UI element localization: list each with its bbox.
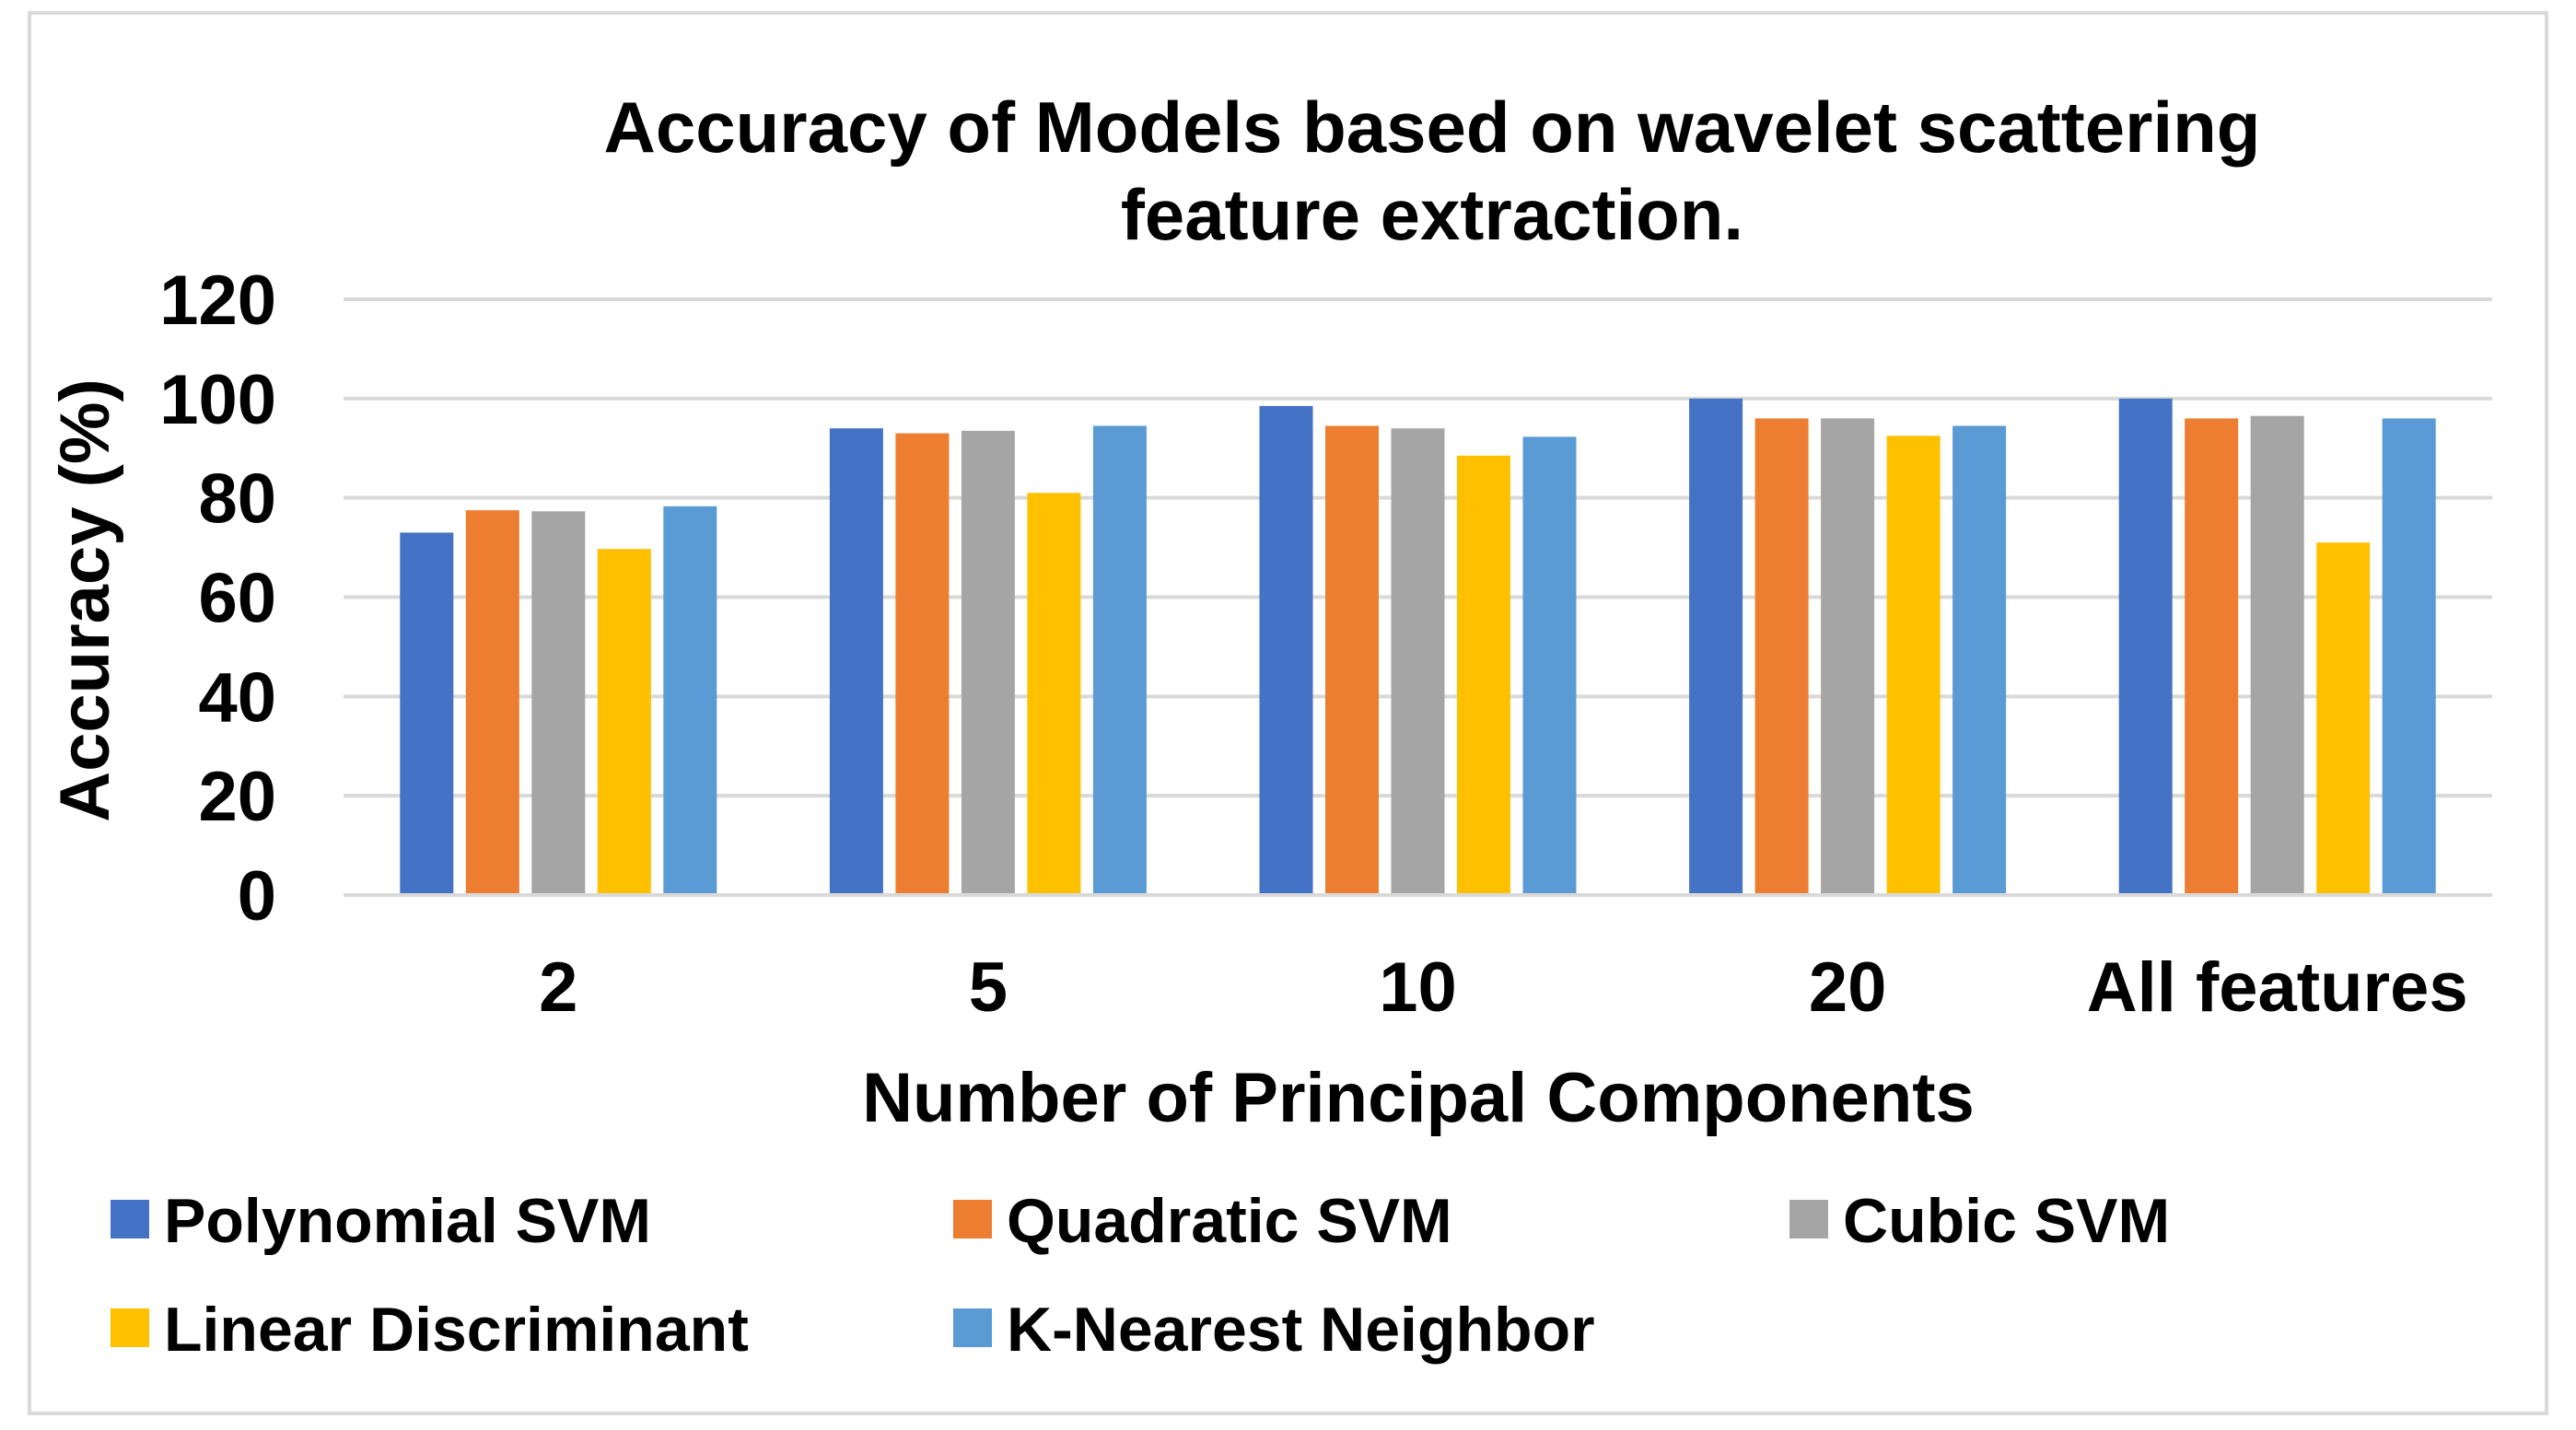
bar-cubic-svm-20: [1821, 418, 1875, 895]
bar-linear-discriminant-all-features: [2316, 542, 2371, 895]
bar-cubic-svm-all-features: [2250, 415, 2304, 895]
chart-frame: Accuracy of Models based on wavelet scat…: [28, 11, 2548, 1415]
bar-polynomial-svm-5: [829, 428, 883, 895]
bar-polynomial-svm-all-features: [2118, 398, 2173, 895]
legend-swatch-quadratic-svm: [953, 1200, 992, 1238]
bar-k-nearest-neighbor-10: [1522, 436, 1577, 895]
bar-quadratic-svm-all-features: [2185, 418, 2239, 895]
legend-swatch-cubic-svm: [1789, 1200, 1828, 1238]
bar-cubic-svm-5: [961, 430, 1015, 895]
bar-k-nearest-neighbor-all-features: [2382, 418, 2436, 895]
x-tick-label-2: 2: [539, 948, 577, 1027]
y-tick-label-40: 40: [198, 658, 276, 737]
legend-swatch-polynomial-svm: [111, 1200, 149, 1238]
y-tick-label-60: 60: [198, 560, 276, 638]
legend-swatch-linear-discriminant: [111, 1308, 149, 1347]
x-tick-label-20: 20: [1809, 948, 1887, 1027]
legend-label-polynomial-svm: Polynomial SVM: [164, 1186, 651, 1256]
chart-title-line-1: Accuracy of Models based on wavelet scat…: [604, 87, 2261, 168]
bar-quadratic-svm-5: [895, 433, 950, 895]
legend-label-quadratic-svm: Quadratic SVM: [1007, 1186, 1452, 1256]
y-axis-title: Accuracy (%): [46, 378, 124, 822]
legend-label-cubic-svm: Cubic SVM: [1843, 1186, 2170, 1256]
bar-quadratic-svm-2: [465, 510, 519, 895]
legend-swatch-k-nearest-neighbor: [953, 1308, 992, 1347]
x-tick-label-10: 10: [1379, 948, 1457, 1027]
legend-label-linear-discriminant: Linear Discriminant: [164, 1295, 749, 1365]
bar-cubic-svm-10: [1391, 428, 1445, 895]
bar-linear-discriminant-20: [1886, 436, 1941, 895]
bar-k-nearest-neighbor-2: [663, 506, 717, 895]
chart-title-line-2: feature extraction.: [1121, 174, 1743, 255]
legend-label-k-nearest-neighbor: K-Nearest Neighbor: [1007, 1295, 1595, 1365]
x-axis-title: Number of Principal Components: [862, 1059, 1975, 1137]
bar-cubic-svm-2: [531, 511, 586, 895]
bar-k-nearest-neighbor-5: [1092, 425, 1147, 895]
x-tick-label-all-features: All features: [2087, 948, 2468, 1027]
bar-linear-discriminant-5: [1027, 493, 1081, 895]
bar-quadratic-svm-20: [1754, 418, 1809, 895]
bar-k-nearest-neighbor-20: [1952, 425, 2007, 895]
y-tick-label-80: 80: [198, 460, 276, 539]
y-tick-label-120: 120: [159, 262, 276, 340]
y-tick-label-0: 0: [238, 857, 276, 936]
bar-quadratic-svm-10: [1325, 425, 1379, 895]
bar-polynomial-svm-20: [1689, 398, 1743, 895]
bar-linear-discriminant-10: [1457, 455, 1510, 895]
chart-canvas: Accuracy of Models based on wavelet scat…: [46, 87, 2492, 1365]
bar-linear-discriminant-2: [597, 549, 651, 895]
y-tick-label-100: 100: [159, 361, 276, 439]
x-tick-label-5: 5: [969, 948, 1008, 1027]
bar-polynomial-svm-10: [1259, 405, 1313, 895]
bar-polynomial-svm-2: [400, 532, 454, 895]
y-tick-label-20: 20: [198, 758, 276, 836]
